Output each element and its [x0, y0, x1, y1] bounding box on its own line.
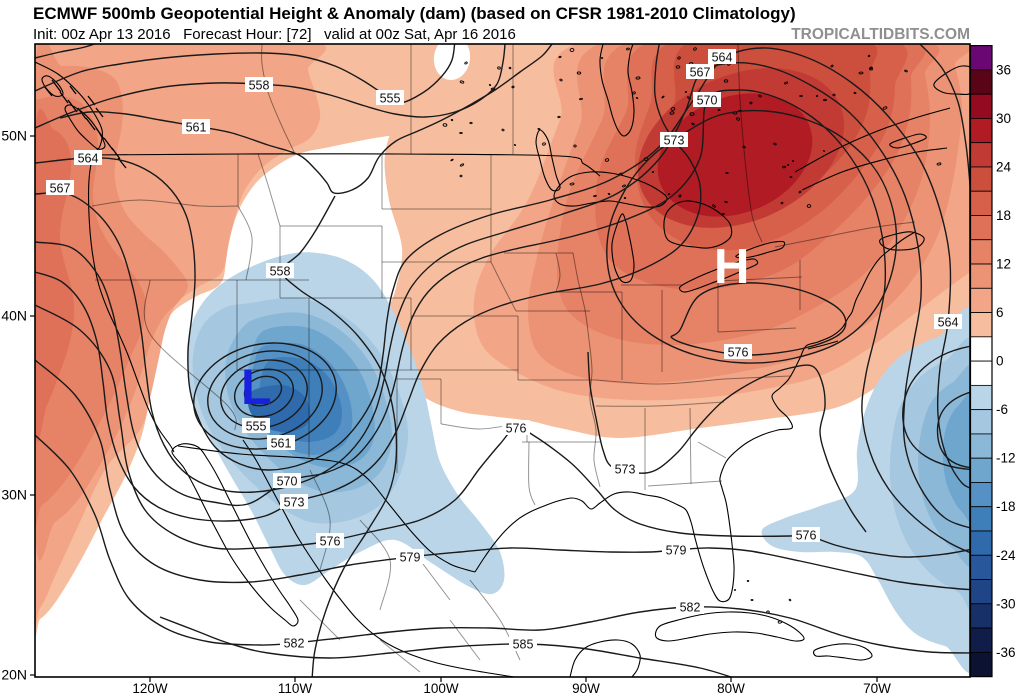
svg-text:ECMWF 500mb Geopotential Heigh: ECMWF 500mb Geopotential Height & Anomal…: [33, 4, 796, 23]
svg-text:120W: 120W: [132, 681, 168, 696]
svg-text:576: 576: [320, 535, 341, 549]
svg-text:-6: -6: [996, 402, 1008, 417]
svg-text:-18: -18: [996, 499, 1016, 514]
svg-text:H: H: [714, 240, 749, 294]
svg-text:564: 564: [712, 51, 733, 65]
svg-text:40N: 40N: [1, 308, 27, 324]
svg-text:-36: -36: [996, 645, 1016, 660]
svg-text:18: 18: [996, 208, 1011, 223]
svg-text:-24: -24: [996, 548, 1016, 563]
svg-text:573: 573: [664, 134, 685, 148]
svg-text:576: 576: [506, 422, 527, 436]
svg-text:TROPICALTIDBITS.COM: TROPICALTIDBITS.COM: [791, 26, 970, 43]
svg-text:Init: 00z Apr 13 2016 Foreca: Init: 00z Apr 13 2016 Forecast Hour: [72…: [33, 26, 516, 43]
svg-text:555: 555: [246, 420, 267, 434]
svg-text:567: 567: [50, 182, 71, 196]
svg-text:579: 579: [400, 551, 421, 565]
svg-text:570: 570: [277, 475, 298, 489]
svg-text:L: L: [241, 359, 272, 415]
svg-text:585: 585: [513, 638, 534, 652]
svg-text:576: 576: [796, 529, 817, 543]
svg-text:561: 561: [186, 121, 207, 135]
svg-text:20N: 20N: [1, 667, 27, 683]
svg-text:573: 573: [615, 463, 636, 477]
svg-text:100W: 100W: [423, 681, 459, 696]
svg-text:30: 30: [996, 111, 1011, 126]
svg-text:80W: 80W: [717, 681, 745, 696]
svg-text:564: 564: [938, 316, 959, 330]
svg-text:0: 0: [996, 354, 1004, 369]
svg-text:24: 24: [996, 159, 1012, 174]
svg-text:558: 558: [270, 265, 291, 279]
svg-text:570: 570: [697, 94, 718, 108]
svg-text:-30: -30: [996, 596, 1016, 611]
svg-text:561: 561: [271, 437, 292, 451]
svg-text:558: 558: [249, 79, 270, 93]
svg-text:582: 582: [284, 637, 305, 651]
svg-text:50N: 50N: [1, 128, 27, 144]
svg-text:582: 582: [680, 601, 701, 615]
svg-text:555: 555: [380, 92, 401, 106]
svg-text:90W: 90W: [572, 681, 600, 696]
svg-text:12: 12: [996, 257, 1011, 272]
svg-text:564: 564: [78, 152, 99, 166]
svg-text:579: 579: [666, 544, 687, 558]
svg-text:30N: 30N: [1, 487, 27, 503]
svg-text:-12: -12: [996, 451, 1016, 466]
svg-text:567: 567: [690, 66, 711, 80]
svg-text:573: 573: [284, 496, 305, 510]
svg-text:6: 6: [996, 305, 1004, 320]
svg-text:110W: 110W: [278, 681, 313, 696]
svg-text:36: 36: [996, 62, 1011, 77]
svg-text:576: 576: [728, 346, 749, 360]
svg-text:70W: 70W: [863, 681, 891, 696]
